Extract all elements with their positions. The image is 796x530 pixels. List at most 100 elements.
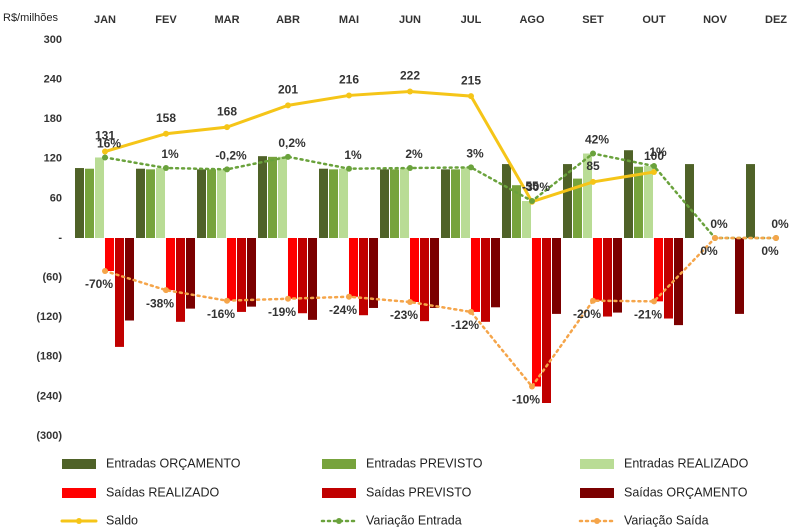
data-label: -19% bbox=[268, 305, 296, 319]
bar bbox=[613, 238, 622, 313]
point bbox=[163, 287, 169, 294]
point bbox=[285, 102, 291, 109]
bar bbox=[75, 168, 84, 238]
x-tick-label: NOV bbox=[703, 14, 728, 26]
bar bbox=[400, 168, 409, 238]
point bbox=[712, 235, 718, 241]
data-label: 16% bbox=[97, 137, 121, 151]
bar bbox=[308, 238, 317, 320]
data-label: 0% bbox=[700, 244, 718, 258]
bar bbox=[735, 238, 744, 314]
data-label: 0% bbox=[710, 217, 728, 231]
point bbox=[102, 268, 108, 274]
bar bbox=[217, 169, 226, 238]
x-tick-label: JUL bbox=[461, 14, 482, 26]
x-tick-label: DEZ bbox=[765, 14, 787, 26]
y-tick-label: 300 bbox=[44, 34, 62, 46]
point bbox=[529, 198, 535, 205]
bar bbox=[268, 156, 277, 238]
bar bbox=[237, 238, 246, 312]
point bbox=[529, 383, 535, 390]
point bbox=[468, 93, 474, 100]
point bbox=[224, 166, 230, 173]
bar bbox=[197, 169, 206, 238]
point bbox=[407, 299, 413, 306]
bar bbox=[532, 238, 541, 387]
data-label: 215 bbox=[461, 73, 481, 87]
bar bbox=[573, 178, 582, 238]
data-label: -20% bbox=[573, 307, 601, 321]
legend-swatch bbox=[62, 488, 96, 498]
bar bbox=[634, 166, 643, 238]
point bbox=[346, 293, 352, 300]
x-tick-label: MAR bbox=[214, 14, 239, 26]
point bbox=[407, 165, 413, 172]
data-label: 1% bbox=[161, 147, 179, 161]
y-tick-label: (120) bbox=[36, 311, 62, 323]
bar bbox=[512, 185, 521, 238]
bar bbox=[207, 169, 216, 238]
point bbox=[590, 150, 596, 157]
bar bbox=[593, 238, 602, 301]
bar bbox=[461, 167, 470, 238]
legend-swatch bbox=[62, 459, 96, 469]
bar bbox=[563, 164, 572, 238]
data-label: -12% bbox=[451, 318, 479, 332]
point bbox=[590, 178, 596, 185]
data-label: 55 bbox=[525, 179, 539, 193]
bar bbox=[380, 169, 389, 238]
bar bbox=[685, 164, 694, 238]
bar bbox=[136, 168, 145, 238]
bar bbox=[522, 201, 531, 238]
bar bbox=[746, 164, 755, 238]
data-label: 42% bbox=[585, 133, 609, 147]
y-tick-label: 60 bbox=[50, 192, 62, 204]
point bbox=[468, 308, 474, 315]
y-tick-label: - bbox=[58, 232, 62, 244]
data-label: -21% bbox=[634, 308, 662, 322]
bar bbox=[298, 238, 307, 314]
legend-label: Variação Entrada bbox=[366, 513, 462, 527]
data-label: -70% bbox=[85, 277, 113, 291]
point bbox=[346, 92, 352, 99]
data-label: 222 bbox=[400, 69, 420, 83]
data-label: -10% bbox=[512, 393, 540, 407]
bar bbox=[430, 238, 439, 308]
legend-swatch bbox=[76, 518, 82, 524]
legend-label: Entradas PREVISTO bbox=[366, 456, 483, 470]
data-label: 131 bbox=[95, 129, 115, 143]
bar bbox=[644, 166, 653, 238]
bar bbox=[390, 169, 399, 238]
x-tick-label: FEV bbox=[155, 14, 177, 26]
data-label: 100 bbox=[644, 149, 664, 163]
data-label: 85 bbox=[586, 159, 600, 173]
data-label: -30% bbox=[522, 180, 550, 194]
data-label: 0,2% bbox=[278, 136, 306, 150]
data-label: 158 bbox=[156, 111, 176, 125]
bar bbox=[451, 169, 460, 238]
bar bbox=[410, 238, 419, 303]
bar bbox=[227, 238, 236, 301]
bar bbox=[664, 238, 673, 319]
legend-swatch bbox=[336, 518, 342, 524]
legend-label: Saídas REALIZADO bbox=[106, 485, 220, 499]
bar bbox=[471, 238, 480, 312]
point bbox=[773, 235, 779, 241]
bar bbox=[542, 238, 551, 403]
y-tick-label: (60) bbox=[42, 272, 62, 284]
data-label: -24% bbox=[329, 303, 357, 317]
point bbox=[285, 295, 291, 302]
x-tick-label: JUN bbox=[399, 14, 421, 26]
point bbox=[651, 163, 657, 170]
point bbox=[468, 164, 474, 171]
legend-label: Entradas ORÇAMENTO bbox=[106, 456, 241, 470]
bar bbox=[329, 169, 338, 238]
bar bbox=[481, 238, 490, 322]
bar bbox=[441, 169, 450, 238]
data-label: -0,2% bbox=[215, 149, 247, 163]
legend-swatch bbox=[580, 459, 614, 469]
point bbox=[651, 169, 657, 175]
point bbox=[163, 130, 169, 137]
bar bbox=[288, 238, 297, 299]
